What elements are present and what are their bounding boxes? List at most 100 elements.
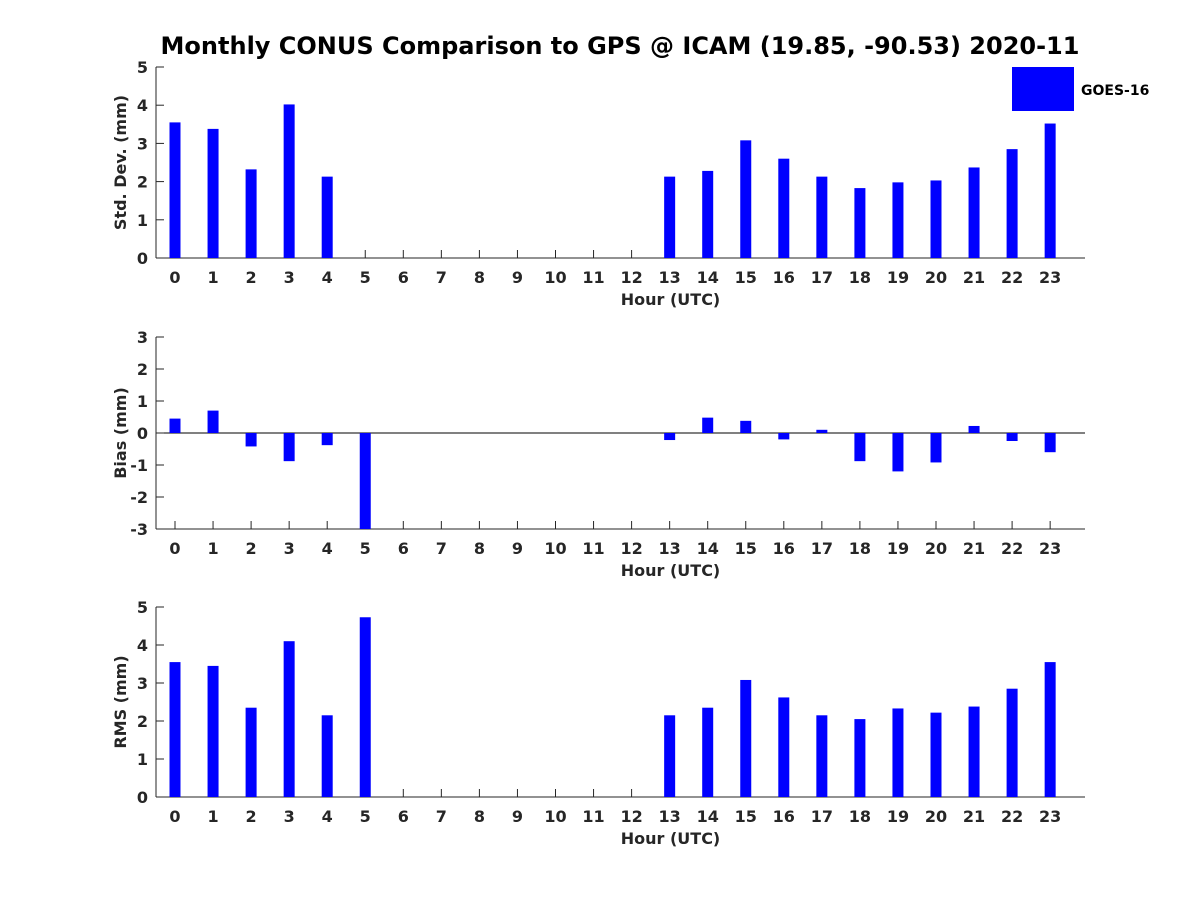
bar-rms-hour-17 [816, 715, 828, 797]
bar-bias-hour-2 [245, 433, 257, 447]
x-tick-label: 21 [963, 268, 985, 287]
bar-rms-hour-1 [207, 665, 219, 797]
bar-std-dev-hour-15 [740, 140, 752, 258]
bar-bias-hour-3 [283, 433, 295, 462]
x-tick-label: 3 [284, 539, 295, 558]
x-tick-label: 21 [963, 807, 985, 826]
x-tick-label: 4 [322, 268, 333, 287]
x-tick-label: 9 [512, 807, 523, 826]
bar-bias-hour-4 [321, 433, 333, 446]
x-tick-label: 7 [436, 807, 447, 826]
y-tick-label: 0 [137, 424, 148, 443]
x-tick-label: 13 [659, 807, 681, 826]
y-tick-label: 4 [137, 96, 148, 115]
bar-rms-hour-20 [930, 712, 942, 797]
bar-rms-hour-5 [359, 617, 371, 797]
x-tick-label: 4 [322, 807, 333, 826]
y-tick-label: 3 [137, 134, 148, 153]
x-tick-label: 16 [773, 807, 795, 826]
x-tick-label: 18 [849, 807, 871, 826]
y-tick-label: -3 [130, 520, 148, 539]
bar-std-dev-hour-1 [207, 128, 219, 258]
bar-std-dev-hour-2 [245, 169, 257, 258]
bar-bias-hour-13 [664, 433, 676, 441]
x-tick-label: 1 [207, 807, 218, 826]
bar-bias-hour-22 [1006, 433, 1018, 441]
y-tick-label: 0 [137, 788, 148, 807]
x-tick-label: 14 [697, 268, 719, 287]
x-tick-label: 20 [925, 539, 947, 558]
x-tick-label: 22 [1001, 539, 1023, 558]
x-tick-label: 6 [398, 539, 409, 558]
bar-rms-hour-15 [740, 679, 752, 797]
x-tick-label: 8 [474, 807, 485, 826]
x-tick-label: 19 [887, 807, 909, 826]
x-axis-label: Hour (UTC) [621, 561, 721, 580]
x-tick-label: 15 [735, 268, 757, 287]
y-axis-label: Std. Dev. (mm) [111, 95, 130, 230]
bar-bias-hour-14 [702, 417, 714, 433]
x-tick-label: 22 [1001, 807, 1023, 826]
x-tick-label: 16 [773, 539, 795, 558]
y-axis-label: Bias (mm) [111, 387, 130, 479]
x-tick-label: 17 [811, 807, 833, 826]
bar-rms-hour-18 [854, 719, 866, 797]
x-tick-label: 17 [811, 539, 833, 558]
x-tick-label: 9 [512, 539, 523, 558]
x-tick-label: 23 [1039, 268, 1061, 287]
bar-std-dev-hour-20 [930, 180, 942, 258]
y-tick-label: 1 [137, 750, 148, 769]
y-tick-label: 2 [137, 173, 148, 192]
y-tick-label: 5 [137, 598, 148, 617]
x-tick-label: 2 [246, 807, 257, 826]
legend-swatch-goes-16 [1012, 67, 1074, 111]
y-tick-label: 2 [137, 360, 148, 379]
x-tick-label: 19 [887, 539, 909, 558]
x-tick-label: 2 [246, 539, 257, 558]
bar-std-dev-hour-13 [664, 176, 676, 258]
x-tick-label: 8 [474, 268, 485, 287]
x-tick-label: 19 [887, 268, 909, 287]
x-tick-label: 13 [659, 539, 681, 558]
bar-std-dev-hour-14 [702, 170, 714, 258]
x-tick-label: 10 [544, 807, 566, 826]
bar-std-dev-hour-21 [968, 167, 980, 258]
bar-rms-hour-23 [1044, 662, 1056, 797]
y-tick-label: 3 [137, 328, 148, 347]
x-tick-label: 21 [963, 539, 985, 558]
bar-std-dev-hour-17 [816, 176, 828, 258]
x-tick-label: 11 [582, 539, 604, 558]
x-tick-label: 2 [246, 268, 257, 287]
x-tick-label: 11 [582, 268, 604, 287]
x-tick-label: 15 [735, 807, 757, 826]
x-tick-label: 3 [284, 268, 295, 287]
x-tick-label: 10 [544, 539, 566, 558]
x-tick-label: 3 [284, 807, 295, 826]
x-tick-label: 20 [925, 807, 947, 826]
bar-bias-hour-20 [930, 433, 942, 463]
x-tick-label: 10 [544, 268, 566, 287]
bar-rms-hour-16 [778, 697, 790, 797]
bar-rms-hour-4 [321, 715, 333, 797]
x-tick-label: 1 [207, 539, 218, 558]
bar-rms-hour-0 [169, 662, 181, 797]
x-tick-label: 11 [582, 807, 604, 826]
legend: GOES-16 [1012, 67, 1149, 111]
y-tick-label: 5 [137, 58, 148, 77]
bar-rms-hour-19 [892, 708, 904, 797]
x-tick-label: 5 [360, 807, 371, 826]
y-tick-label: 0 [137, 249, 148, 268]
x-tick-label: 12 [620, 539, 642, 558]
x-tick-label: 18 [849, 539, 871, 558]
bar-rms-hour-22 [1006, 688, 1018, 797]
x-tick-label: 8 [474, 539, 485, 558]
x-tick-label: 5 [360, 268, 371, 287]
y-tick-label: 4 [137, 636, 148, 655]
x-tick-label: 6 [398, 807, 409, 826]
bar-bias-hour-17 [816, 429, 828, 433]
x-tick-label: 6 [398, 268, 409, 287]
